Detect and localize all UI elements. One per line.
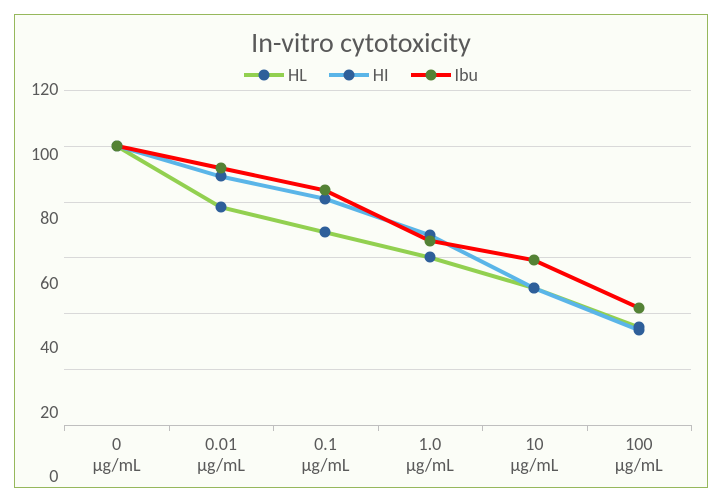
x-tick-label: 0µg/mL bbox=[64, 434, 168, 477]
legend-label: HI bbox=[373, 64, 389, 86]
x-tick-mark bbox=[691, 425, 692, 431]
legend-swatch bbox=[244, 67, 284, 83]
x-tick-label: 100µg/mL bbox=[587, 434, 691, 477]
legend: HL HI Ibu bbox=[31, 64, 691, 86]
data-point bbox=[529, 283, 540, 294]
chart-title: In-vitro cytotoxicity bbox=[31, 25, 691, 60]
legend-item-hl: HL bbox=[244, 64, 307, 86]
x-tick-mark bbox=[482, 425, 483, 431]
x-tick-label: 0.01µg/mL bbox=[169, 434, 273, 477]
legend-label: Ibu bbox=[455, 64, 478, 86]
legend-label: HL bbox=[288, 64, 307, 86]
x-tick-mark bbox=[378, 425, 379, 431]
chart-container: In-vitro cytotoxicity HL HI Ibu 1201008060… bbox=[0, 0, 722, 502]
data-point bbox=[424, 235, 435, 246]
x-tick-label: 0.1µg/mL bbox=[273, 434, 377, 477]
legend-item-hi: HI bbox=[329, 64, 389, 86]
legend-swatch bbox=[329, 67, 369, 83]
legend-item-ibu: Ibu bbox=[411, 64, 478, 86]
x-tick-mark bbox=[169, 425, 170, 431]
data-point bbox=[320, 227, 331, 238]
y-axis: 120100806040200 bbox=[31, 90, 64, 477]
x-tick-mark bbox=[273, 425, 274, 431]
data-point bbox=[633, 324, 644, 335]
data-point bbox=[216, 163, 227, 174]
plot-area bbox=[64, 90, 691, 426]
x-tickmarks bbox=[64, 425, 691, 431]
series-lines bbox=[64, 90, 691, 425]
plot-wrap: 120100806040200 0µg/mL0.01µg/mL0.1µg/mL1… bbox=[31, 90, 691, 477]
data-point bbox=[320, 185, 331, 196]
data-point bbox=[216, 202, 227, 213]
chart-frame: In-vitro cytotoxicity HL HI Ibu 1201008060… bbox=[14, 14, 708, 488]
legend-swatch bbox=[411, 67, 451, 83]
data-point bbox=[111, 140, 122, 151]
series-line-hi bbox=[117, 146, 639, 330]
data-point bbox=[633, 302, 644, 313]
plot-column: 0µg/mL0.01µg/mL0.1µg/mL1.0µg/mL10µg/mL10… bbox=[64, 90, 691, 477]
x-tick-mark bbox=[64, 425, 65, 431]
data-point bbox=[424, 252, 435, 263]
data-point bbox=[529, 255, 540, 266]
x-tick-label: 10µg/mL bbox=[482, 434, 586, 477]
x-tick-label: 1.0µg/mL bbox=[378, 434, 482, 477]
x-axis: 0µg/mL0.01µg/mL0.1µg/mL1.0µg/mL10µg/mL10… bbox=[64, 434, 691, 477]
x-tick-mark bbox=[587, 425, 588, 431]
